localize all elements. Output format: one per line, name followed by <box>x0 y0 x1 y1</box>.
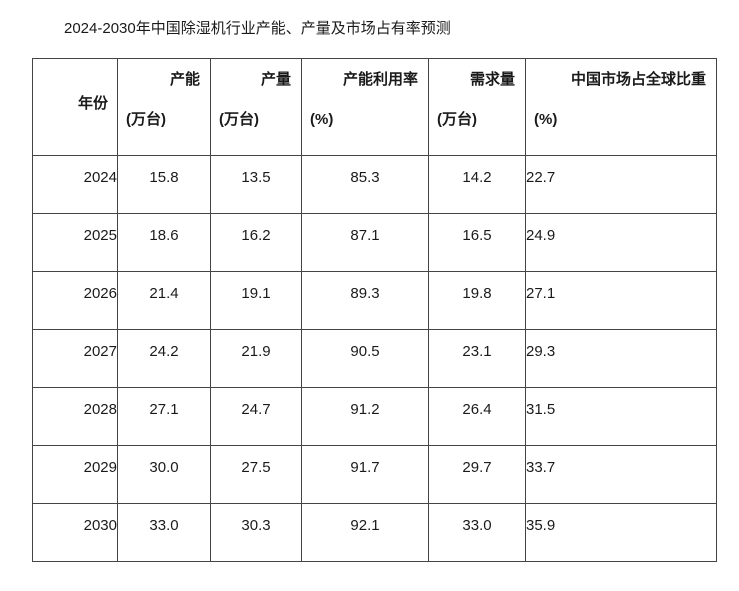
cell-demand: 29.7 <box>428 445 526 504</box>
cell-demand: 16.5 <box>428 213 526 272</box>
column-header-global-share-label: 中国市场占全球比重 <box>570 71 706 88</box>
cell-utilization: 91.2 <box>301 387 429 446</box>
column-header-output: 产量 (万台) <box>210 58 302 156</box>
cell-output: 21.9 <box>210 329 302 388</box>
column-header-capacity-unit: (万台) <box>126 111 166 128</box>
cell-demand: 23.1 <box>428 329 526 388</box>
column-header-utilization-label: 产能利用率 <box>342 71 418 88</box>
cell-utilization: 92.1 <box>301 503 429 562</box>
cell-global-share: 27.1 <box>525 271 717 330</box>
column-header-capacity: 产能 (万台) <box>117 58 211 156</box>
table-row: 2027 24.2 21.9 90.5 23.1 29.3 <box>32 329 717 388</box>
cell-year: 2025 <box>32 213 118 272</box>
cell-capacity: 18.6 <box>117 213 211 272</box>
column-header-global-share-unit: (%) <box>534 111 558 128</box>
cell-year: 2027 <box>32 329 118 388</box>
cell-utilization: 91.7 <box>301 445 429 504</box>
cell-demand: 19.8 <box>428 271 526 330</box>
cell-utilization: 89.3 <box>301 271 429 330</box>
table-row: 2029 30.0 27.5 91.7 29.7 33.7 <box>32 445 717 504</box>
cell-global-share: 31.5 <box>525 387 717 446</box>
cell-utilization: 90.5 <box>301 329 429 388</box>
cell-output: 13.5 <box>210 155 302 214</box>
cell-global-share: 35.9 <box>525 503 717 562</box>
forecast-table: 年份 产能 (万台) 产量 (万台) 产能利用率 (%) 需求量 (万台) <box>32 58 717 562</box>
cell-output: 19.1 <box>210 271 302 330</box>
table-row: 2026 21.4 19.1 89.3 19.8 27.1 <box>32 271 717 330</box>
cell-capacity: 27.1 <box>117 387 211 446</box>
cell-year: 2028 <box>32 387 118 446</box>
cell-global-share: 24.9 <box>525 213 717 272</box>
cell-utilization: 87.1 <box>301 213 429 272</box>
cell-utilization: 85.3 <box>301 155 429 214</box>
column-header-capacity-label: 产能 <box>169 71 200 88</box>
cell-output: 16.2 <box>210 213 302 272</box>
cell-demand: 14.2 <box>428 155 526 214</box>
cell-output: 27.5 <box>210 445 302 504</box>
cell-year: 2024 <box>32 155 118 214</box>
cell-capacity: 15.8 <box>117 155 211 214</box>
cell-global-share: 22.7 <box>525 155 717 214</box>
table-title: 2024-2030年中国除湿机行业产能、产量及市场占有率预测 <box>64 20 451 37</box>
column-header-utilization-unit: (%) <box>310 111 334 128</box>
column-header-global-share: 中国市场占全球比重 (%) <box>525 58 717 156</box>
cell-year: 2029 <box>32 445 118 504</box>
cell-output: 30.3 <box>210 503 302 562</box>
column-header-output-unit: (万台) <box>219 111 259 128</box>
cell-year: 2026 <box>32 271 118 330</box>
cell-capacity: 24.2 <box>117 329 211 388</box>
column-header-demand-unit: (万台) <box>437 111 477 128</box>
table-row: 2024 15.8 13.5 85.3 14.2 22.7 <box>32 155 717 214</box>
table-row: 2030 33.0 30.3 92.1 33.0 35.9 <box>32 503 717 562</box>
cell-demand: 26.4 <box>428 387 526 446</box>
cell-capacity: 33.0 <box>117 503 211 562</box>
column-header-demand: 需求量 (万台) <box>428 58 526 156</box>
table-row: 2028 27.1 24.7 91.2 26.4 31.5 <box>32 387 717 446</box>
cell-demand: 33.0 <box>428 503 526 562</box>
column-header-year-label: 年份 <box>77 95 108 112</box>
column-header-year: 年份 <box>32 58 118 156</box>
cell-capacity: 30.0 <box>117 445 211 504</box>
table-row: 2025 18.6 16.2 87.1 16.5 24.9 <box>32 213 717 272</box>
cell-capacity: 21.4 <box>117 271 211 330</box>
cell-global-share: 29.3 <box>525 329 717 388</box>
column-header-utilization: 产能利用率 (%) <box>301 58 429 156</box>
cell-year: 2030 <box>32 503 118 562</box>
column-header-output-label: 产量 <box>260 71 291 88</box>
column-header-demand-label: 需求量 <box>469 71 515 88</box>
cell-output: 24.7 <box>210 387 302 446</box>
cell-global-share: 33.7 <box>525 445 717 504</box>
header-row: 年份 产能 (万台) 产量 (万台) 产能利用率 (%) 需求量 (万台) <box>32 58 717 156</box>
